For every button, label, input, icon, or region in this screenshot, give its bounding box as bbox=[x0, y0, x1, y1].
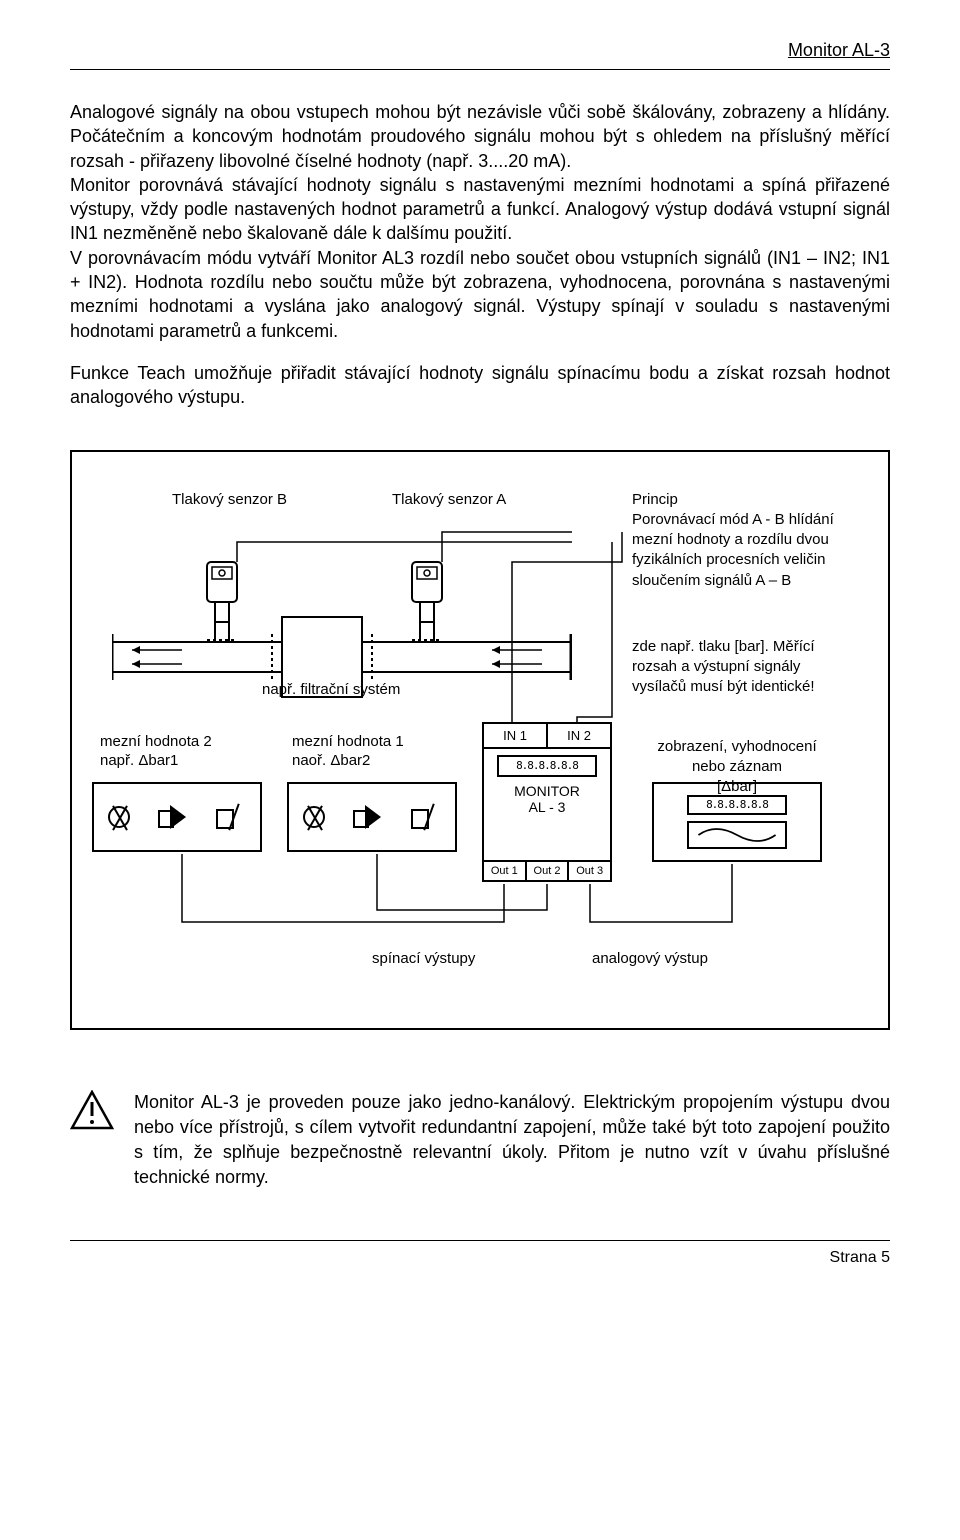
footer-rule bbox=[70, 1240, 890, 1241]
zobraz-l2: nebo záznam bbox=[692, 758, 782, 775]
analog-output-box: 8.8.8.8.8.8 bbox=[652, 782, 822, 862]
in2-label: IN 2 bbox=[548, 724, 610, 747]
monitor-name: MONITOR bbox=[514, 783, 580, 799]
analog-display: 8.8.8.8.8.8 bbox=[687, 795, 787, 815]
paragraph-teach: Funkce Teach umožňuje přiřadit stávající… bbox=[70, 361, 890, 410]
header-rule bbox=[70, 69, 890, 70]
monitor-device: IN 1 IN 2 8.8.8.8.8.8 MONITOR AL - 3 Out… bbox=[482, 722, 612, 882]
paragraph-2-text: Monitor porovnává stávající hodnoty sign… bbox=[70, 175, 890, 244]
lamp-icon bbox=[108, 806, 130, 828]
sensor-a-label: Tlakový senzor A bbox=[392, 490, 506, 510]
limit-2-line1: mezní hodnota 2 bbox=[100, 733, 212, 750]
warning-text: Monitor AL-3 je proveden pouze jako jedn… bbox=[134, 1090, 890, 1191]
out3-label: Out 3 bbox=[569, 862, 610, 880]
switch-output-box-1 bbox=[92, 782, 262, 852]
principle-body: Porovnávací mód A - B hlídání mezní hodn… bbox=[632, 511, 834, 589]
horn-icon bbox=[158, 805, 188, 829]
diagram-inner: Tlakový senzor B Tlakový senzor A bbox=[92, 482, 868, 998]
paragraph-1: Analogové signály na obou vstupech mohou… bbox=[70, 100, 890, 343]
limit-2-label: mezní hodnota 2 např. Δbar1 bbox=[100, 732, 212, 771]
warning-icon bbox=[70, 1090, 114, 1130]
filter-label: např. filtrační systém bbox=[262, 680, 400, 700]
relay-icon bbox=[216, 805, 246, 829]
monitor-model: AL - 3 bbox=[529, 799, 566, 815]
in1-label: IN 1 bbox=[484, 724, 548, 747]
analog-output-label: analogový výstup bbox=[592, 950, 708, 967]
monitor-inputs: IN 1 IN 2 bbox=[484, 724, 610, 749]
principle-note: zde např. tlaku [bar]. Měřící rozsah a v… bbox=[632, 637, 842, 698]
limit-2-line2: např. Δbar1 bbox=[100, 752, 178, 769]
horn-icon bbox=[353, 805, 383, 829]
principle-title: Princip bbox=[632, 491, 678, 508]
principle-text: Princip Porovnávací mód A - B hlídání me… bbox=[632, 490, 842, 591]
page-title: Monitor AL-3 bbox=[70, 40, 890, 61]
limit-1-label: mezní hodnota 1 naoř. Δbar2 bbox=[292, 732, 404, 771]
paragraph-1-text: Analogové signály na obou vstupech mohou… bbox=[70, 102, 890, 171]
switch-output-box-2 bbox=[287, 782, 457, 852]
switching-outputs-label: spínací výstupy bbox=[372, 950, 475, 967]
monitor-display: 8.8.8.8.8.8 bbox=[497, 755, 597, 777]
zobraz-l1: zobrazení, vyhodnocení bbox=[657, 738, 816, 755]
sensor-b-label: Tlakový senzor B bbox=[172, 490, 287, 510]
monitor-title: MONITOR AL - 3 bbox=[484, 783, 610, 817]
monitor-outputs: Out 1 Out 2 Out 3 bbox=[484, 860, 610, 880]
paragraph-3-text: V porovnávacím módu vytváří Monitor AL3 … bbox=[70, 248, 890, 341]
limit-1-line2: naoř. Δbar2 bbox=[292, 752, 370, 769]
page: Monitor AL-3 Analogové signály na obou v… bbox=[0, 0, 960, 1317]
lamp-icon bbox=[303, 806, 325, 828]
page-number: Strana 5 bbox=[70, 1249, 890, 1267]
relay-icon bbox=[411, 805, 441, 829]
limit-1-line1: mezní hodnota 1 bbox=[292, 733, 404, 750]
analog-wave-icon bbox=[687, 821, 787, 849]
out2-label: Out 2 bbox=[527, 862, 570, 880]
out1-label: Out 1 bbox=[484, 862, 527, 880]
diagram-container: Tlakový senzor B Tlakový senzor A bbox=[70, 450, 890, 1030]
warning-section: Monitor AL-3 je proveden pouze jako jedn… bbox=[70, 1090, 890, 1191]
